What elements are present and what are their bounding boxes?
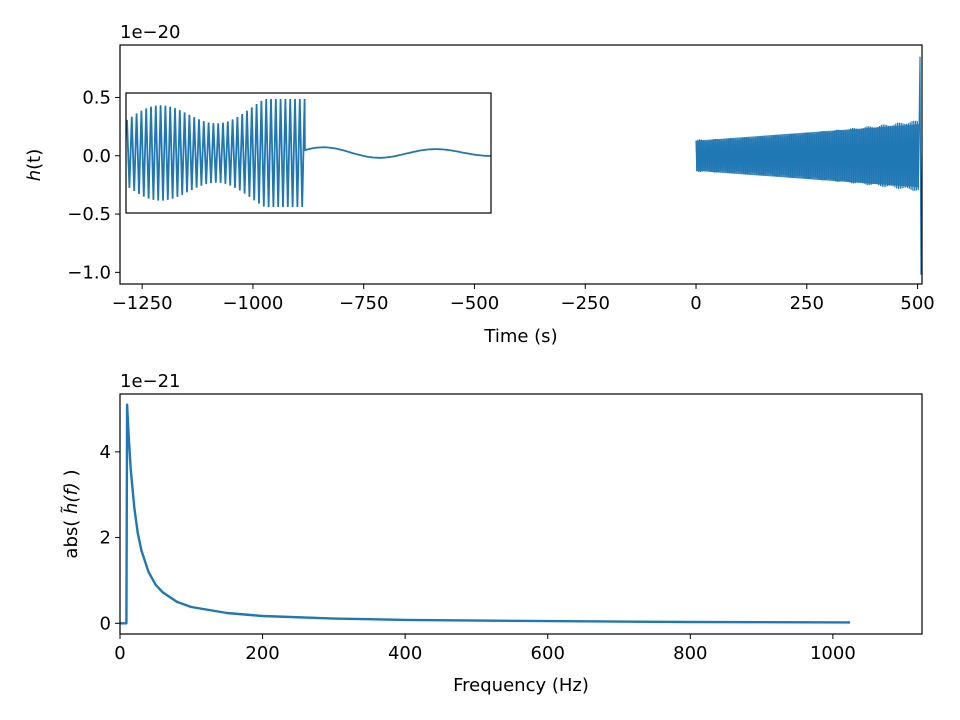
time-series-xticks: −1250 −1000 −750 −500 −250 0 250 500 — [112, 284, 935, 314]
frequency-xtick-label: 600 — [531, 643, 565, 664]
inset-frame — [125, 92, 492, 214]
frequency-ytick-label: 2 — [100, 528, 111, 549]
time-series-line — [695, 56, 922, 275]
time-series-ytick-label: 0.0 — [82, 146, 111, 167]
frequency-xtick-label: 1000 — [810, 643, 856, 664]
frequency-xtick-label: 800 — [673, 643, 707, 664]
frequency-ytick-label: 4 — [100, 442, 111, 463]
time-series-yticks: 0.5 0.0 −0.5 −1.0 — [67, 87, 120, 283]
time-series-panel: −1250 −1000 −750 −500 −250 0 250 500 0.5 0.0 −0.5… — [24, 22, 935, 347]
frequency-xticks: 0 200 400 600 800 1000 — [114, 634, 856, 664]
frequency-data — [120, 403, 851, 625]
frequency-panel: 0 200 400 600 800 1000 4 2 0 1e−21 Frequency (H… — [61, 371, 923, 696]
time-series-xtick-label: 500 — [900, 293, 934, 314]
time-series-xtick-label: −500 — [450, 293, 499, 314]
time-series-xtick-label: −1250 — [112, 293, 173, 314]
time-series-xlabel: Time (s) — [483, 326, 557, 347]
time-series-xtick-label: −750 — [339, 293, 388, 314]
frequency-xtick-label: 0 — [114, 643, 125, 664]
time-series-offset-label: 1e−20 — [120, 22, 181, 43]
time-series-xtick-label: −250 — [561, 293, 610, 314]
frequency-xtick-label: 400 — [388, 643, 422, 664]
frequency-xlabel: Frequency (Hz) — [453, 675, 589, 696]
inset-line — [126, 98, 491, 208]
frequency-ylabel: abs( h̃(f) ) — [61, 469, 82, 558]
inset-panel — [125, 92, 492, 214]
time-series-xtick-label: −1000 — [222, 293, 283, 314]
time-series-ytick-label: 0.5 — [82, 87, 111, 108]
inset-waveform — [126, 98, 491, 208]
frequency-ytick-label: 0 — [100, 613, 111, 634]
time-series-ytick-label: −0.5 — [67, 204, 111, 225]
frequency-xtick-label: 200 — [245, 643, 279, 664]
frequency-yticks: 4 2 0 — [100, 442, 120, 634]
time-series-data — [695, 56, 922, 275]
frequency-offset-label: 1e−21 — [120, 371, 181, 392]
frequency-line — [120, 403, 851, 625]
frequency-axes-frame — [119, 393, 923, 635]
time-series-ytick-label: −1.0 — [67, 262, 111, 283]
time-series-axes-frame — [119, 44, 923, 285]
time-series-xtick-label: 0 — [690, 293, 701, 314]
time-series-ylabel: h(t) — [24, 149, 45, 182]
time-series-xtick-label: 250 — [790, 293, 824, 314]
